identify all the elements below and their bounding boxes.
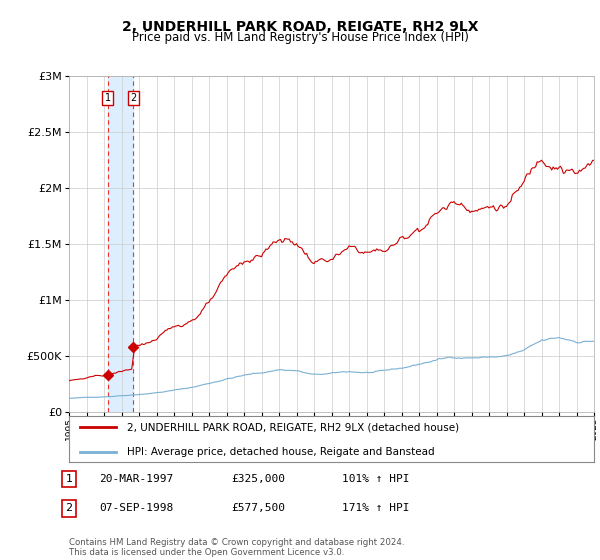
Text: 07-SEP-1998: 07-SEP-1998 <box>99 503 173 514</box>
Text: 2, UNDERHILL PARK ROAD, REIGATE, RH2 9LX: 2, UNDERHILL PARK ROAD, REIGATE, RH2 9LX <box>122 20 478 34</box>
Text: 2: 2 <box>130 93 136 103</box>
Text: HPI: Average price, detached house, Reigate and Banstead: HPI: Average price, detached house, Reig… <box>127 447 434 457</box>
Text: 20-MAR-1997: 20-MAR-1997 <box>99 474 173 484</box>
Text: 171% ↑ HPI: 171% ↑ HPI <box>342 503 409 514</box>
Bar <box>107 76 133 412</box>
Text: 1: 1 <box>104 93 111 103</box>
Text: 2, UNDERHILL PARK ROAD, REIGATE, RH2 9LX (detached house): 2, UNDERHILL PARK ROAD, REIGATE, RH2 9LX… <box>127 422 459 432</box>
Text: £577,500: £577,500 <box>231 503 285 514</box>
Text: Contains HM Land Registry data © Crown copyright and database right 2024.
This d: Contains HM Land Registry data © Crown c… <box>69 538 404 557</box>
Text: 2: 2 <box>65 503 73 514</box>
Text: 1: 1 <box>65 474 73 484</box>
Text: 101% ↑ HPI: 101% ↑ HPI <box>342 474 409 484</box>
Text: £325,000: £325,000 <box>231 474 285 484</box>
Text: Price paid vs. HM Land Registry's House Price Index (HPI): Price paid vs. HM Land Registry's House … <box>131 31 469 44</box>
